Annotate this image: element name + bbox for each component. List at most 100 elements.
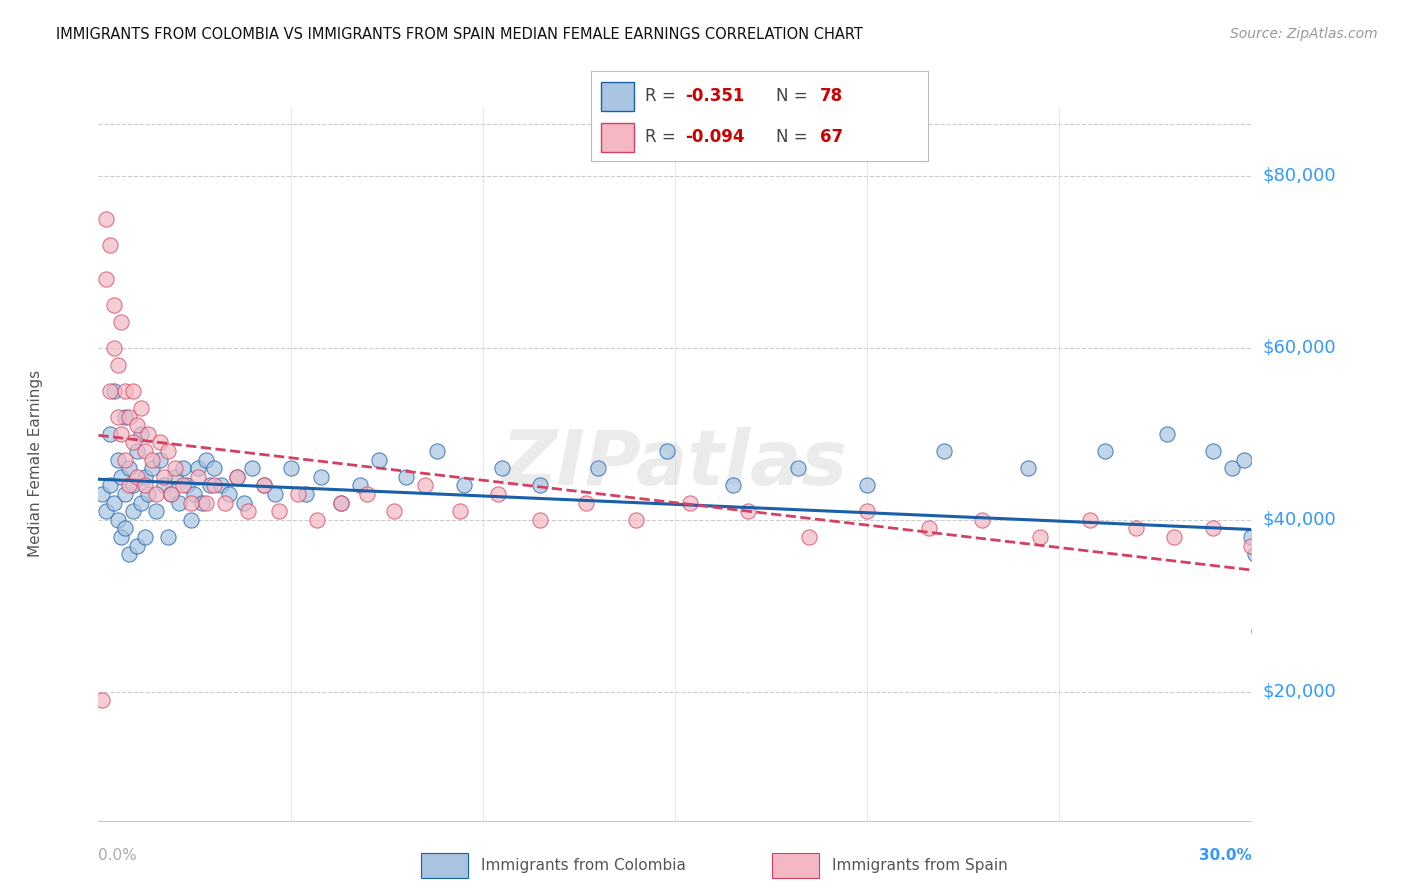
Point (307, 513, 329, 527)
Point (103, 341, 125, 355)
Text: 30.0%: 30.0% (1198, 848, 1251, 863)
Point (125, 418, 148, 433)
Point (413, 478, 436, 492)
Bar (772, 853, 818, 878)
Point (529, 513, 551, 527)
Point (932, 444, 955, 458)
Point (287, 487, 309, 501)
Point (94, 504, 117, 518)
Text: R =: R = (644, 87, 681, 105)
Point (586, 461, 609, 475)
Point (134, 469, 156, 483)
Point (118, 547, 141, 561)
Point (382, 504, 405, 518)
Point (1286, 556, 1309, 570)
Point (1260, 556, 1282, 570)
Point (238, 504, 260, 518)
Point (125, 539, 148, 553)
Point (110, 426, 132, 441)
Point (1078, 513, 1101, 527)
Text: 78: 78 (820, 87, 844, 105)
Point (202, 478, 225, 492)
Point (114, 452, 136, 467)
Point (118, 409, 141, 424)
Bar (420, 853, 468, 878)
Point (191, 495, 214, 509)
Point (626, 513, 648, 527)
Point (145, 487, 167, 501)
Point (1233, 452, 1256, 467)
Point (165, 461, 187, 475)
Point (311, 469, 333, 483)
Point (149, 452, 172, 467)
Text: $40,000: $40,000 (1263, 511, 1337, 529)
Point (1247, 624, 1270, 639)
Point (972, 513, 994, 527)
Point (107, 452, 129, 467)
Point (103, 384, 125, 398)
Point (122, 478, 145, 492)
Point (449, 504, 471, 518)
Text: Median Female Earnings: Median Female Earnings (28, 370, 44, 558)
Point (141, 461, 163, 475)
Point (167, 495, 190, 509)
Point (91, 693, 114, 707)
Point (187, 461, 209, 475)
Point (295, 487, 318, 501)
Point (176, 478, 198, 492)
Point (129, 401, 152, 415)
Point (856, 478, 879, 492)
Point (138, 487, 160, 501)
Point (209, 478, 232, 492)
Point (98, 237, 121, 252)
Point (103, 495, 125, 509)
Point (856, 504, 879, 518)
Point (98, 426, 121, 441)
Point (118, 461, 141, 475)
Point (110, 315, 132, 329)
Point (1298, 650, 1320, 665)
Point (453, 478, 475, 492)
Point (368, 452, 391, 467)
Text: $20,000: $20,000 (1263, 682, 1337, 701)
Point (129, 495, 152, 509)
Point (107, 358, 129, 372)
Text: $60,000: $60,000 (1263, 339, 1337, 357)
Point (94, 211, 117, 226)
Point (1163, 530, 1185, 544)
Point (118, 478, 141, 492)
Point (917, 521, 939, 535)
Point (107, 409, 129, 424)
Point (156, 530, 179, 544)
Point (125, 444, 148, 458)
Point (1240, 530, 1263, 544)
Point (172, 478, 194, 492)
Bar (600, 82, 634, 111)
Point (107, 513, 129, 527)
Point (486, 487, 509, 501)
Point (195, 452, 218, 467)
Point (94, 272, 117, 286)
Point (280, 461, 302, 475)
Point (267, 504, 290, 518)
Point (799, 530, 821, 544)
Point (1263, 615, 1285, 630)
Point (180, 495, 202, 509)
Point (183, 487, 205, 501)
Point (114, 384, 136, 398)
Point (1278, 530, 1301, 544)
Point (1202, 521, 1225, 535)
Point (329, 495, 352, 509)
Point (172, 461, 194, 475)
Text: $80,000: $80,000 (1263, 167, 1337, 185)
Point (152, 478, 174, 492)
Point (198, 478, 221, 492)
Point (195, 495, 218, 509)
Point (240, 461, 263, 475)
Point (1202, 444, 1225, 458)
Point (356, 487, 378, 501)
Point (134, 444, 156, 458)
Text: Immigrants from Colombia: Immigrants from Colombia (481, 858, 686, 872)
Point (679, 495, 702, 509)
Point (103, 298, 125, 312)
